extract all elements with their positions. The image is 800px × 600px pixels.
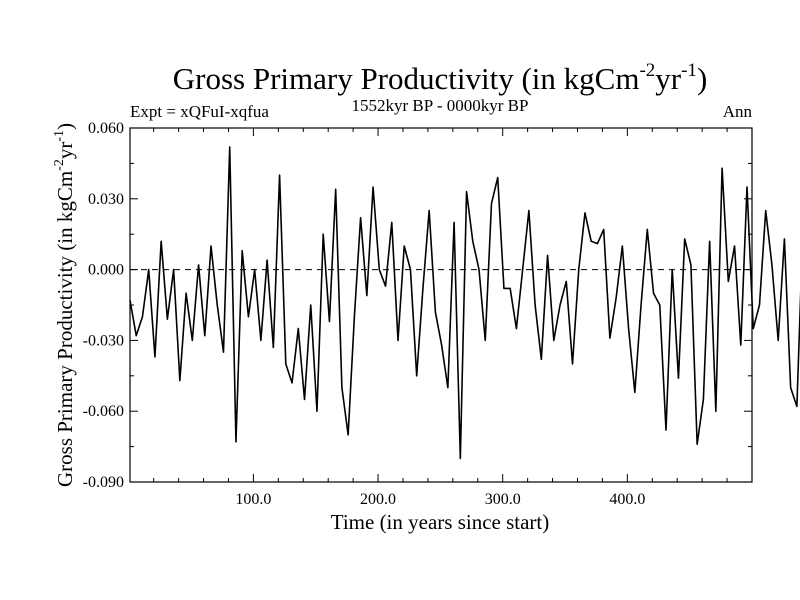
chart-title: Gross Primary Productivity (in kgCm-2yr-… (173, 60, 708, 96)
y-tick-label: -0.060 (83, 403, 124, 420)
axis-ticks: 0.060 0.030 0.000 -0.030 -0.060 -0.090 100.0 20… (83, 120, 752, 508)
y-tick-label: 0.030 (88, 191, 124, 208)
x-tick-label: 200.0 (360, 491, 396, 508)
season-label: Ann (723, 102, 753, 121)
x-tick-label: 400.0 (609, 491, 645, 508)
y-axis-label: Gross Primary Productivity (in kgCm-2yr-… (52, 123, 77, 487)
experiment-label: Expt = xQFuI-xqfua (130, 102, 269, 121)
x-tick-label: 300.0 (485, 491, 521, 508)
x-axis-label: Time (in years since start) (331, 510, 550, 534)
time-range-label: 1552kyr BP - 0000kyr BP (352, 96, 529, 115)
y-tick-label: 0.060 (88, 120, 124, 137)
plot-frame (129, 127, 753, 483)
x-tick-label: 100.0 (235, 491, 271, 508)
y-tick-label: 0.000 (88, 262, 124, 279)
series-line-gpp (129, 146, 800, 460)
y-tick-label: -0.090 (83, 474, 124, 491)
y-tick-label: -0.030 (83, 332, 124, 349)
